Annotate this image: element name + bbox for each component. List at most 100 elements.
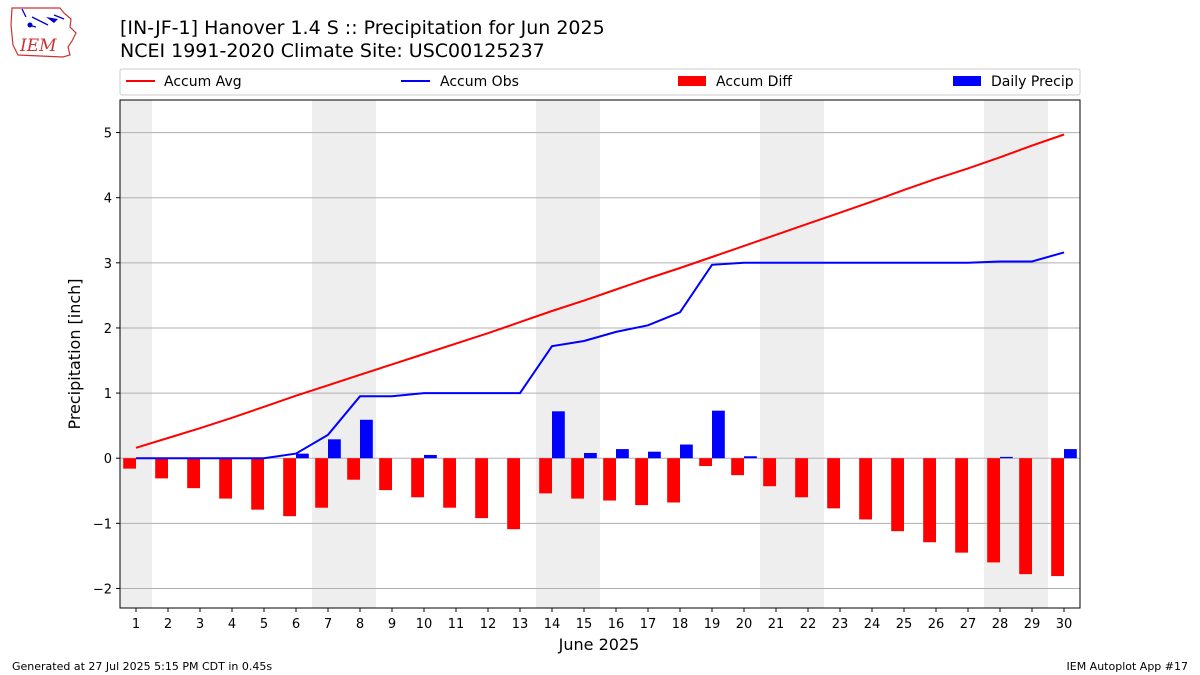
weekend-shade-15 xyxy=(568,100,600,608)
x-tick-label: 30 xyxy=(1056,617,1073,632)
x-axis-label: June 2025 xyxy=(558,635,640,654)
accum-diff-bar-29 xyxy=(1019,458,1032,575)
accum-diff-bar-2 xyxy=(155,458,168,479)
weekend-shading xyxy=(120,100,1048,608)
x-tick-label: 20 xyxy=(736,617,753,632)
legend-label-daily-precip: Daily Precip xyxy=(991,74,1074,90)
daily-precip-bar-20 xyxy=(744,456,757,459)
legend-swatch-accum-diff xyxy=(678,76,706,86)
y-tick-label: 0 xyxy=(104,452,112,467)
x-tick-label: 18 xyxy=(672,617,689,632)
iem-logo: IEM xyxy=(10,7,77,58)
daily-precip-bar-16 xyxy=(616,449,629,459)
daily-precip-bar-14 xyxy=(552,411,565,459)
accum-diff-bar-20 xyxy=(731,458,744,476)
daily-precip-bar-6 xyxy=(296,453,309,459)
accum-diff-bar-12 xyxy=(475,458,488,519)
daily-precip-bar-15 xyxy=(584,452,597,459)
x-tick-label: 4 xyxy=(228,617,236,632)
legend-swatch-daily-precip xyxy=(953,76,981,86)
legend-label-accum-avg: Accum Avg xyxy=(164,74,242,90)
accum-diff-bar-8 xyxy=(347,458,360,480)
svg-text:IEM: IEM xyxy=(19,36,57,56)
daily-precip-bar-30 xyxy=(1064,449,1077,459)
x-tick-label: 28 xyxy=(992,617,1009,632)
weekend-shade-14 xyxy=(536,100,568,608)
legend-box xyxy=(119,68,1081,96)
chart-subtitle: NCEI 1991-2020 Climate Site: USC00125237 xyxy=(120,40,545,62)
accum-diff-bar-22 xyxy=(795,458,808,498)
accum-diff-bar-11 xyxy=(443,458,456,508)
x-tick-label: 23 xyxy=(832,617,849,632)
bars xyxy=(123,410,1077,577)
app-credit: IEM Autoplot App #17 xyxy=(1066,660,1189,673)
accum-diff-bar-1 xyxy=(123,458,136,469)
accum-diff-bar-17 xyxy=(635,458,648,506)
accum-diff-bar-25 xyxy=(891,458,904,532)
x-tick-label: 13 xyxy=(512,617,529,632)
daily-precip-bar-10 xyxy=(424,454,437,459)
accum-diff-bar-3 xyxy=(187,458,200,489)
x-tick-label: 10 xyxy=(416,617,433,632)
y-tick-label: 1 xyxy=(104,387,112,402)
x-tick-label: 25 xyxy=(896,617,913,632)
x-tick-label: 14 xyxy=(544,617,561,632)
daily-precip-bar-17 xyxy=(648,451,661,459)
weekend-shade-21 xyxy=(760,100,792,608)
accum-diff-bar-24 xyxy=(859,458,872,520)
generated-timestamp: Generated at 27 Jul 2025 5:15 PM CDT in … xyxy=(12,660,273,673)
accum-diff-bar-26 xyxy=(923,458,936,543)
y-axis-ticks: −2 −1 0 1 2 3 4 5 xyxy=(93,127,120,597)
x-tick-label: 29 xyxy=(1024,617,1041,632)
chart-title: [IN-JF-1] Hanover 1.4 S :: Precipitation… xyxy=(120,17,605,39)
x-tick-label: 3 xyxy=(196,617,204,632)
accum-diff-bar-14 xyxy=(539,458,552,494)
y-tick-label: 3 xyxy=(104,257,112,272)
daily-precip-bar-28 xyxy=(1000,456,1013,459)
x-tick-label: 7 xyxy=(324,617,332,632)
x-tick-label: 9 xyxy=(388,617,396,632)
x-tick-label: 16 xyxy=(608,617,625,632)
accum-diff-bar-5 xyxy=(251,458,264,510)
y-tick-label: −1 xyxy=(93,517,112,532)
accum-avg-line xyxy=(135,133,1065,449)
daily-precip-bar-18 xyxy=(680,444,693,459)
y-tick-label: −2 xyxy=(93,582,112,597)
accum-diff-bar-10 xyxy=(411,458,424,498)
daily-precip-bar-7 xyxy=(328,439,341,459)
accum-diff-bar-28 xyxy=(987,458,1000,563)
accum-diff-bar-16 xyxy=(603,458,616,501)
x-tick-label: 26 xyxy=(928,617,945,632)
accum-diff-bar-21 xyxy=(763,458,776,487)
daily-precip-bar-19 xyxy=(712,410,725,459)
weekend-shade-7 xyxy=(312,100,344,608)
gridlines xyxy=(120,132,1080,589)
y-tick-label: 2 xyxy=(104,322,112,337)
weekend-shade-22 xyxy=(792,100,824,608)
x-tick-label: 19 xyxy=(704,617,721,632)
x-tick-label: 12 xyxy=(480,617,497,632)
daily-precip-bar-8 xyxy=(360,419,373,459)
legend-label-accum-diff: Accum Diff xyxy=(716,74,792,90)
x-tick-label: 1 xyxy=(132,617,140,632)
accum-diff-bar-23 xyxy=(827,458,840,509)
accum-diff-bar-13 xyxy=(507,458,520,530)
plot-frame xyxy=(119,99,1081,609)
x-tick-label: 6 xyxy=(292,617,300,632)
lines xyxy=(135,133,1065,460)
x-tick-label: 2 xyxy=(164,617,172,632)
accum-diff-bar-9 xyxy=(379,458,392,491)
x-tick-label: 11 xyxy=(448,617,465,632)
accum-diff-bar-30 xyxy=(1051,458,1064,577)
x-tick-label: 27 xyxy=(960,617,977,632)
x-tick-label: 17 xyxy=(640,617,657,632)
x-axis-ticks: 1 2 3 4 5 6 7 8 9 10 11 12 13 14 15 16 17 18 19 20 21 22 23 24 2… xyxy=(132,608,1072,632)
y-tick-label: 5 xyxy=(104,127,112,142)
accum-obs-line xyxy=(136,251,1065,460)
accum-diff-bar-6 xyxy=(283,458,296,517)
y-tick-label: 4 xyxy=(104,192,112,207)
y-axis-label: Precipitation [inch] xyxy=(65,278,84,429)
x-tick-label: 15 xyxy=(576,617,593,632)
x-tick-label: 21 xyxy=(768,617,785,632)
